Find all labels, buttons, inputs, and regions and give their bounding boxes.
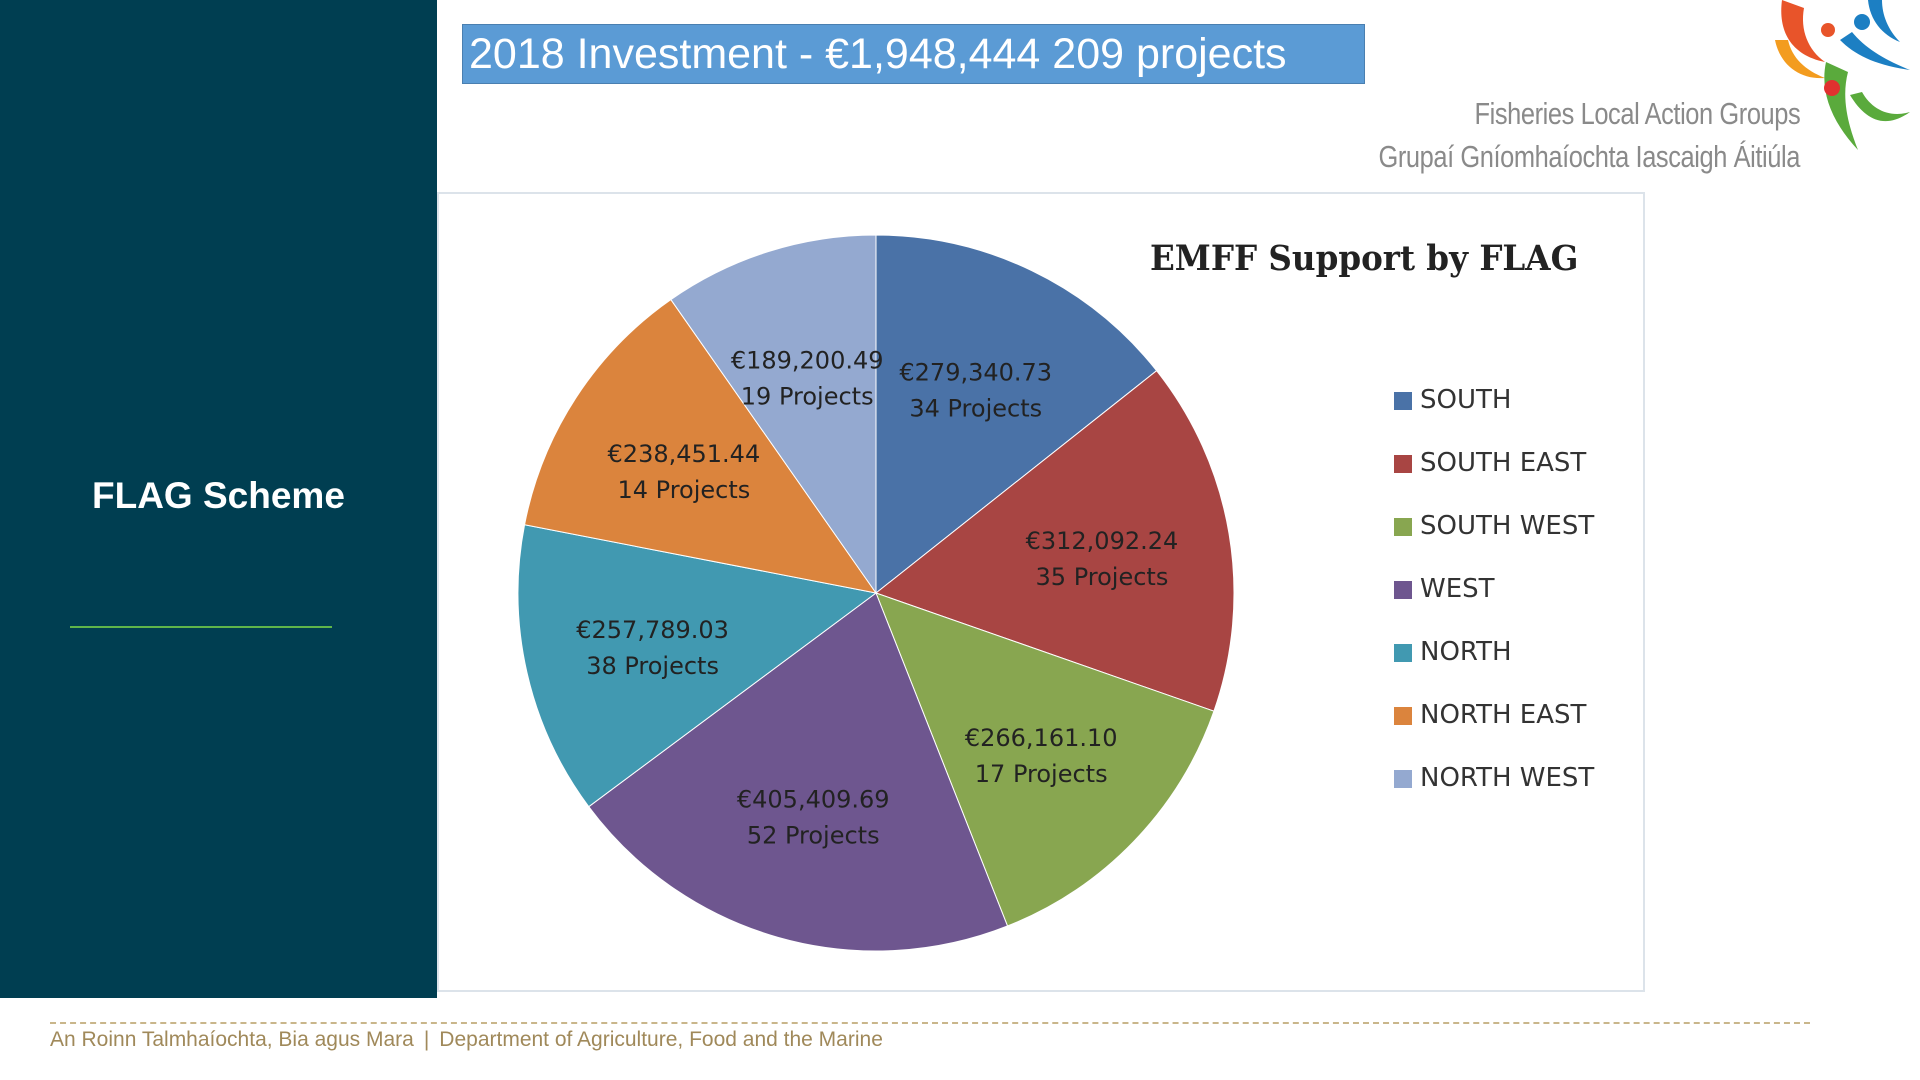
slice-projects-label: 52 Projects	[747, 821, 880, 849]
legend-label: NORTH EAST	[1420, 700, 1587, 730]
pie-chart: €279,340.73 34 Projects €312,092.24 35 Proj…	[517, 234, 1235, 952]
pie-slice-north	[517, 524, 878, 808]
section-title: FLAG Scheme	[92, 475, 345, 516]
slice-projects-label: 34 Projects	[909, 395, 1042, 423]
legend-label: SOUTH	[1420, 385, 1512, 415]
pie-slice-south-east	[874, 369, 1235, 712]
legend-swatch	[1394, 707, 1412, 725]
slice-projects-label: 19 Projects	[741, 382, 874, 410]
legend-swatch	[1394, 770, 1412, 788]
legend-label: NORTH	[1420, 637, 1512, 667]
pie-slice-south-west	[875, 592, 1215, 927]
footer-separator: |	[423, 1028, 430, 1051]
legend-label: SOUTH WEST	[1420, 511, 1595, 541]
pie-slice-west	[588, 592, 1009, 952]
slice-value-label: €238,451.44	[608, 440, 761, 468]
slice-value-label: €312,092.24	[1026, 527, 1179, 555]
footer-irish: An Roinn Talmhaíochta, Bia agus Mara	[50, 1028, 414, 1051]
pie-slice-south	[875, 234, 1158, 595]
footer-divider	[50, 1022, 1810, 1024]
legend-swatch	[1394, 581, 1412, 599]
slice-projects-label: 38 Projects	[586, 652, 719, 680]
slice-value-label: €405,409.69	[737, 785, 890, 813]
logo-text-irish: Grupaí Gníomhaíochta Iascaigh Áitiúla	[1378, 139, 1801, 174]
slice-value-label: €266,161.10	[965, 724, 1118, 752]
footer: An Roinn Talmhaíochta, Bia agus Mara | Dep…	[50, 1028, 883, 1052]
slice-value-label: €279,340.73	[899, 359, 1052, 387]
footer-english: Department of Agriculture, Food and the …	[439, 1028, 883, 1051]
slice-projects-label: 14 Projects	[617, 476, 750, 504]
flag-logo-icon	[1775, 0, 1910, 150]
legend-swatch	[1394, 644, 1412, 662]
slice-value-label: €189,200.49	[731, 346, 884, 374]
pie-slice-north-east	[523, 298, 878, 594]
slice-projects-label: 35 Projects	[1036, 563, 1169, 591]
sidebar-divider	[70, 626, 332, 628]
legend-swatch	[1394, 455, 1412, 473]
investment-banner: 2018 Investment - €1,948,444 209 project…	[462, 24, 1365, 84]
legend-label: NORTH WEST	[1420, 763, 1595, 793]
sidebar-panel: FLAG Scheme	[0, 0, 437, 998]
legend-label: WEST	[1420, 574, 1495, 604]
slice-value-label: €257,789.03	[576, 616, 729, 644]
legend-swatch	[1394, 392, 1412, 410]
legend-label: SOUTH EAST	[1420, 448, 1587, 478]
slice-projects-label: 17 Projects	[975, 760, 1108, 788]
legend-swatch	[1394, 518, 1412, 536]
pie-slice-north-west	[670, 234, 877, 595]
logo-text-english: Fisheries Local Action Groups	[1474, 96, 1800, 131]
chart-title: EMFF Support by FLAG	[1150, 238, 1579, 279]
